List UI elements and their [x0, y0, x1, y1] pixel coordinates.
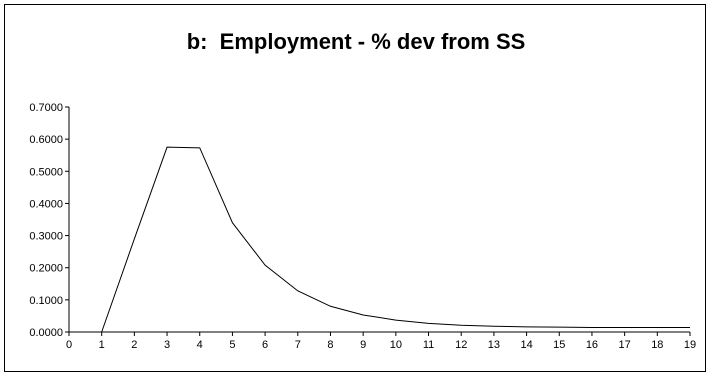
x-tick-label: 4 [197, 339, 203, 351]
x-tick-label: 19 [684, 339, 696, 351]
x-tick-label: 6 [262, 339, 268, 351]
y-tick-label: 0.0000 [29, 327, 63, 339]
x-tick-label: 14 [520, 339, 532, 351]
y-tick-label: 0.7000 [29, 102, 63, 114]
x-tick-label: 10 [390, 339, 402, 351]
chart-frame: b: Employment - % dev from SS 0.0000 0.10… [4, 4, 706, 372]
tick-labels: 0.0000 0.1000 0.2000 0.3000 0.4000 0.5000 0.60… [29, 102, 696, 351]
x-tick-label: 7 [295, 339, 301, 351]
series-line [101, 146, 690, 333]
x-tick-label: 0 [66, 339, 72, 351]
axes [65, 106, 691, 336]
chart-title: b: Employment - % dev from SS [186, 29, 526, 54]
y-tick-label: 0.6000 [29, 134, 63, 146]
line-chart: 0.0000 0.1000 0.2000 0.3000 0.4000 0.5000 0.60… [29, 102, 696, 351]
y-tick-label: 0.4000 [29, 198, 63, 210]
x-tick-label: 15 [553, 339, 565, 351]
x-tick-label: 11 [423, 339, 434, 351]
y-tick-label: 0.1000 [29, 295, 63, 307]
x-tick-label: 9 [360, 339, 366, 351]
x-tick-label: 13 [488, 339, 500, 351]
x-tick-label: 1 [99, 339, 105, 351]
x-tick-label: 17 [619, 339, 631, 351]
y-tick-label: 0.5000 [29, 166, 63, 178]
x-tick-label: 5 [229, 339, 235, 351]
x-tick-label: 12 [455, 339, 467, 351]
x-tick-label: 2 [131, 339, 137, 351]
y-tick-label: 0.3000 [29, 231, 63, 243]
x-tick-label: 8 [327, 339, 333, 351]
x-tick-label: 18 [651, 339, 663, 351]
x-tick-label: 3 [164, 339, 170, 351]
series-layer [101, 146, 690, 333]
y-tick-label: 0.2000 [29, 263, 63, 275]
x-tick-label: 16 [586, 339, 598, 351]
